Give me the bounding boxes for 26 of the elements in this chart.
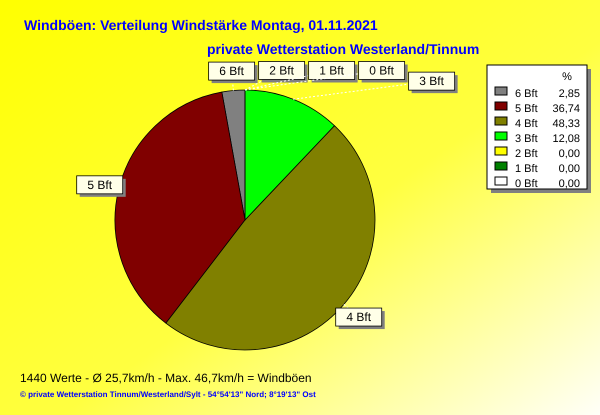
category-label: 2 Bft xyxy=(515,148,538,160)
category-label: 1 Bft xyxy=(515,163,538,175)
text: 0,00 xyxy=(558,148,580,160)
slice-label: 6 Bft xyxy=(219,64,245,78)
slice-label: 4 Bft xyxy=(346,310,372,324)
data-label: 48,33 xyxy=(552,118,580,130)
legend-label: 0 Bft xyxy=(369,64,395,78)
legend-label: 1 Bft xyxy=(319,64,345,78)
category-label: 0 Bft xyxy=(515,178,538,190)
data-label: 2,85 xyxy=(558,88,580,100)
chart-title: Windböen: Verteilung Windstärke Montag, 01.11.2021 xyxy=(24,17,378,33)
data-label: 36,74 xyxy=(552,103,580,115)
slice-label: 5 Bft xyxy=(87,178,113,192)
text: 0,00 xyxy=(558,178,580,190)
text: 1440 Werte - Ø 25,7km/h - Max. 46,7km/h = Windböen xyxy=(20,371,312,385)
legend-label: 3 Bft xyxy=(515,133,538,145)
text: 0,00 xyxy=(558,163,580,175)
legend-title: % xyxy=(562,71,572,83)
legend-label: 4 Bft xyxy=(515,118,538,130)
chart-subtitle: private Wetterstation Westerland/Tinnum xyxy=(207,41,480,57)
legend-label: 2 Bft xyxy=(269,64,295,78)
data-label: 12,08 xyxy=(552,133,580,145)
legend-label: 6 Bft xyxy=(515,88,538,100)
slice-label: 3 Bft xyxy=(419,74,445,88)
text: © private Wetterstation Tinnum/Westerland/Sylt - 54°54'13" Nord; 8°19'13" Ost xyxy=(20,390,316,399)
legend-label: 5 Bft xyxy=(515,103,538,115)
